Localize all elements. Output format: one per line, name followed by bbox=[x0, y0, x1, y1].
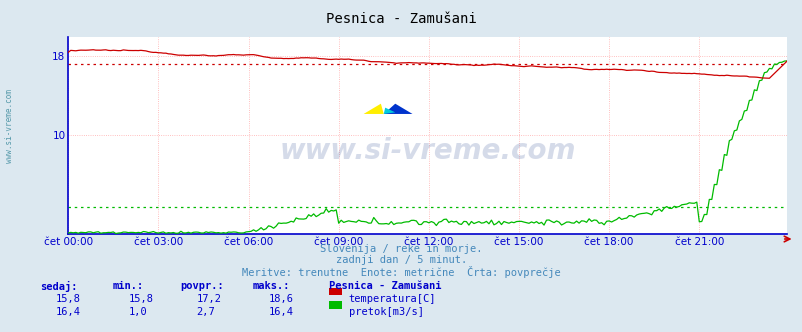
Text: povpr.:: povpr.: bbox=[180, 281, 224, 290]
Polygon shape bbox=[363, 104, 383, 114]
Polygon shape bbox=[383, 108, 395, 114]
Text: pretok[m3/s]: pretok[m3/s] bbox=[348, 307, 423, 317]
Text: Pesnica - Zamušani: Pesnica - Zamušani bbox=[329, 281, 441, 290]
Text: 18,6: 18,6 bbox=[269, 294, 294, 304]
Text: maks.:: maks.: bbox=[253, 281, 290, 290]
Text: sedaj:: sedaj: bbox=[40, 281, 78, 291]
Text: Meritve: trenutne  Enote: metrične  Črta: povprečje: Meritve: trenutne Enote: metrične Črta: … bbox=[242, 266, 560, 278]
Text: 17,2: 17,2 bbox=[196, 294, 221, 304]
Text: 16,4: 16,4 bbox=[269, 307, 294, 317]
Text: 1,0: 1,0 bbox=[128, 307, 147, 317]
Text: zadnji dan / 5 minut.: zadnji dan / 5 minut. bbox=[335, 255, 467, 265]
Text: 15,8: 15,8 bbox=[56, 294, 81, 304]
Text: Pesnica - Zamušani: Pesnica - Zamušani bbox=[326, 12, 476, 26]
Text: www.si-vreme.com: www.si-vreme.com bbox=[5, 89, 14, 163]
Text: temperatura[C]: temperatura[C] bbox=[348, 294, 435, 304]
Text: 16,4: 16,4 bbox=[56, 307, 81, 317]
Text: Slovenija / reke in morje.: Slovenija / reke in morje. bbox=[320, 244, 482, 254]
Text: www.si-vreme.com: www.si-vreme.com bbox=[279, 137, 575, 165]
Text: 15,8: 15,8 bbox=[128, 294, 153, 304]
Text: min.:: min.: bbox=[112, 281, 144, 290]
Text: 2,7: 2,7 bbox=[196, 307, 215, 317]
Polygon shape bbox=[383, 104, 412, 114]
